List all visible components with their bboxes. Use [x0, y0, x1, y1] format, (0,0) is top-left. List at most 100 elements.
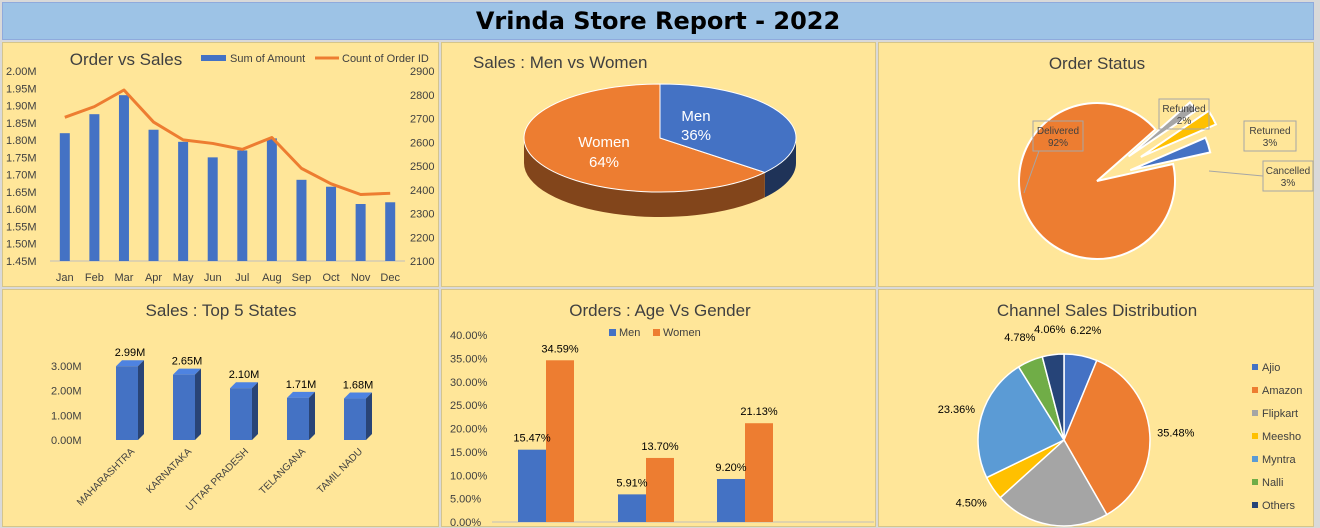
data-label-women-2: 21.13% — [740, 406, 778, 418]
x-tick-state-4: TAMIL NADU — [315, 446, 365, 496]
bar-amount-jul — [237, 150, 248, 261]
data-label-state-3: 1.71M — [286, 379, 317, 391]
callout-pct-refunded: 2% — [1177, 116, 1192, 127]
bar-amount-jun — [207, 157, 218, 261]
panel-order-vs-sales[interactable]: Order vs Sales Sum of Amount Count of Orde… — [2, 42, 439, 287]
top-states-chart: Sales : Top 5 States 3.00M 2.00M 1.00M 0.00M… — [51, 301, 374, 513]
x-tick-apr: Apr — [145, 272, 162, 284]
callout-label-delivered: Delivered — [1037, 126, 1079, 137]
data-label-ajio: 6.22% — [1070, 325, 1101, 337]
y-tick: 1.00M — [51, 410, 82, 422]
panel-age-vs-gender[interactable]: Orders : Age Vs Gender Men Women 40.00% 35.0… — [441, 289, 876, 528]
leader-cancelled — [1208, 170, 1264, 177]
panel-men-vs-women[interactable]: Sales : Men vs Women Men 36% Women 64% — [441, 42, 876, 287]
data-label-women-0: 34.59% — [541, 343, 579, 355]
legend-label-flipkart: Flipkart — [1262, 408, 1298, 420]
y-tick: 10.00% — [450, 470, 488, 482]
bar-women-0 — [546, 360, 574, 522]
bar-side-2 — [252, 382, 258, 440]
y-left-tick: 1.55M — [6, 221, 37, 233]
label-men-pct: 36% — [681, 127, 711, 144]
legend-label-others: Others — [1262, 500, 1296, 512]
slice-flipkart — [999, 438, 1108, 527]
y-right-tick: 2300 — [410, 209, 434, 221]
data-label-state-4: 1.68M — [343, 380, 374, 392]
y-right-tick: 2900 — [410, 66, 434, 78]
legend-swatch-meesho — [1252, 433, 1258, 439]
bar-amount-dec — [385, 202, 396, 261]
legend-label-women: Women — [663, 327, 701, 339]
chart-title: Order vs Sales — [70, 50, 182, 69]
legend-label-meesho: Meesho — [1262, 431, 1301, 443]
slice-men — [659, 83, 797, 173]
y-left-tick: 1.75M — [6, 152, 37, 164]
x-tick-oct: Oct — [322, 272, 339, 284]
y-right-tick: 2600 — [410, 137, 434, 149]
y-right-tick: 2700 — [410, 114, 434, 126]
slice-side-women — [524, 138, 765, 218]
label-women-pct: 64% — [589, 154, 619, 171]
y-right-tick: 2200 — [410, 232, 434, 244]
legend-swatch-flipkart — [1252, 410, 1258, 416]
y-right-tick: 2400 — [410, 185, 434, 197]
legend-label-amazon: Amazon — [1262, 385, 1302, 397]
x-tick-may: May — [173, 272, 194, 284]
chart-title: Order Status — [1049, 54, 1145, 73]
bar-amount-apr — [148, 129, 159, 261]
order-vs-sales-chart: Order vs Sales Sum of Amount Count of Orde… — [6, 50, 434, 284]
line-order-count — [64, 88, 391, 196]
bar-state-4 — [344, 398, 366, 440]
bar-state-1 — [173, 374, 195, 440]
x-tick-aug: Aug — [262, 272, 282, 284]
slice-women — [523, 83, 767, 193]
y-left-tick: 2.00M — [6, 66, 37, 78]
label-men-name: Men — [681, 108, 710, 125]
y-tick: 30.00% — [450, 377, 488, 389]
panel-top-states[interactable]: Sales : Top 5 States 3.00M 2.00M 1.00M 0.00M… — [2, 289, 439, 527]
x-tick-state-3: TELANGANA — [258, 446, 309, 497]
slice-side-men — [764, 138, 796, 198]
data-label-myntra: 23.36% — [938, 404, 976, 416]
bar-men-0 — [518, 449, 546, 522]
y-right-tick: 2100 — [410, 256, 434, 268]
x-tick-jul: Jul — [235, 272, 249, 284]
bar-state-0 — [116, 366, 138, 440]
bar-amount-jan — [59, 133, 70, 261]
x-tick-state-2: UTTAR PRADESH — [184, 446, 251, 513]
legend-label-ajio: Ajio — [1262, 362, 1280, 374]
slice-myntra — [977, 365, 1066, 479]
x-tick-nov: Nov — [351, 272, 371, 284]
channel-sales-chart: Channel Sales Distribution 6.22% 35.48% 4.5… — [938, 301, 1302, 527]
y-tick: 15.00% — [450, 447, 488, 459]
x-tick-mar: Mar — [114, 272, 133, 284]
legend-swatch-others — [1252, 502, 1258, 508]
bar-men-2 — [717, 478, 745, 522]
report-title-bar: Vrinda Store Report - 2022 — [2, 2, 1314, 40]
y-right-tick: 2800 — [410, 90, 434, 102]
callout-label-refunded: Refunded — [1162, 104, 1205, 115]
y-tick: 0.00M — [51, 435, 82, 447]
y-tick: 40.00% — [450, 330, 488, 342]
y-left-tick: 1.80M — [6, 135, 37, 147]
data-label-women-1: 13.70% — [641, 441, 679, 453]
x-tick-dec: Dec — [380, 272, 400, 284]
chart-title: Sales : Top 5 States — [146, 301, 297, 320]
data-label-state-2: 2.10M — [229, 369, 260, 381]
slice-cancelled — [1129, 136, 1212, 172]
legend-swatch-amount — [201, 55, 226, 61]
y-left-tick: 1.90M — [6, 101, 37, 113]
callout-label-cancelled: Cancelled — [1266, 166, 1310, 177]
bar-amount-nov — [355, 204, 366, 261]
panel-channel-sales[interactable]: Channel Sales Distribution 6.22% 35.48% 4.5… — [878, 289, 1314, 527]
bar-state-2 — [230, 388, 252, 440]
data-label-state-0: 2.99M — [115, 347, 146, 359]
data-label-men-1: 5.91% — [616, 477, 647, 489]
report-title: Vrinda Store Report - 2022 — [475, 7, 841, 35]
legend-label-myntra: Myntra — [1262, 454, 1297, 466]
data-label-men-0: 15.47% — [513, 433, 551, 445]
bar-women-1 — [646, 457, 674, 522]
panel-order-status[interactable]: Order Status Delivered 92% Refunded 2% Return… — [878, 42, 1314, 287]
y-left-tick: 1.50M — [6, 239, 37, 251]
x-tick-sep: Sep — [292, 272, 312, 284]
